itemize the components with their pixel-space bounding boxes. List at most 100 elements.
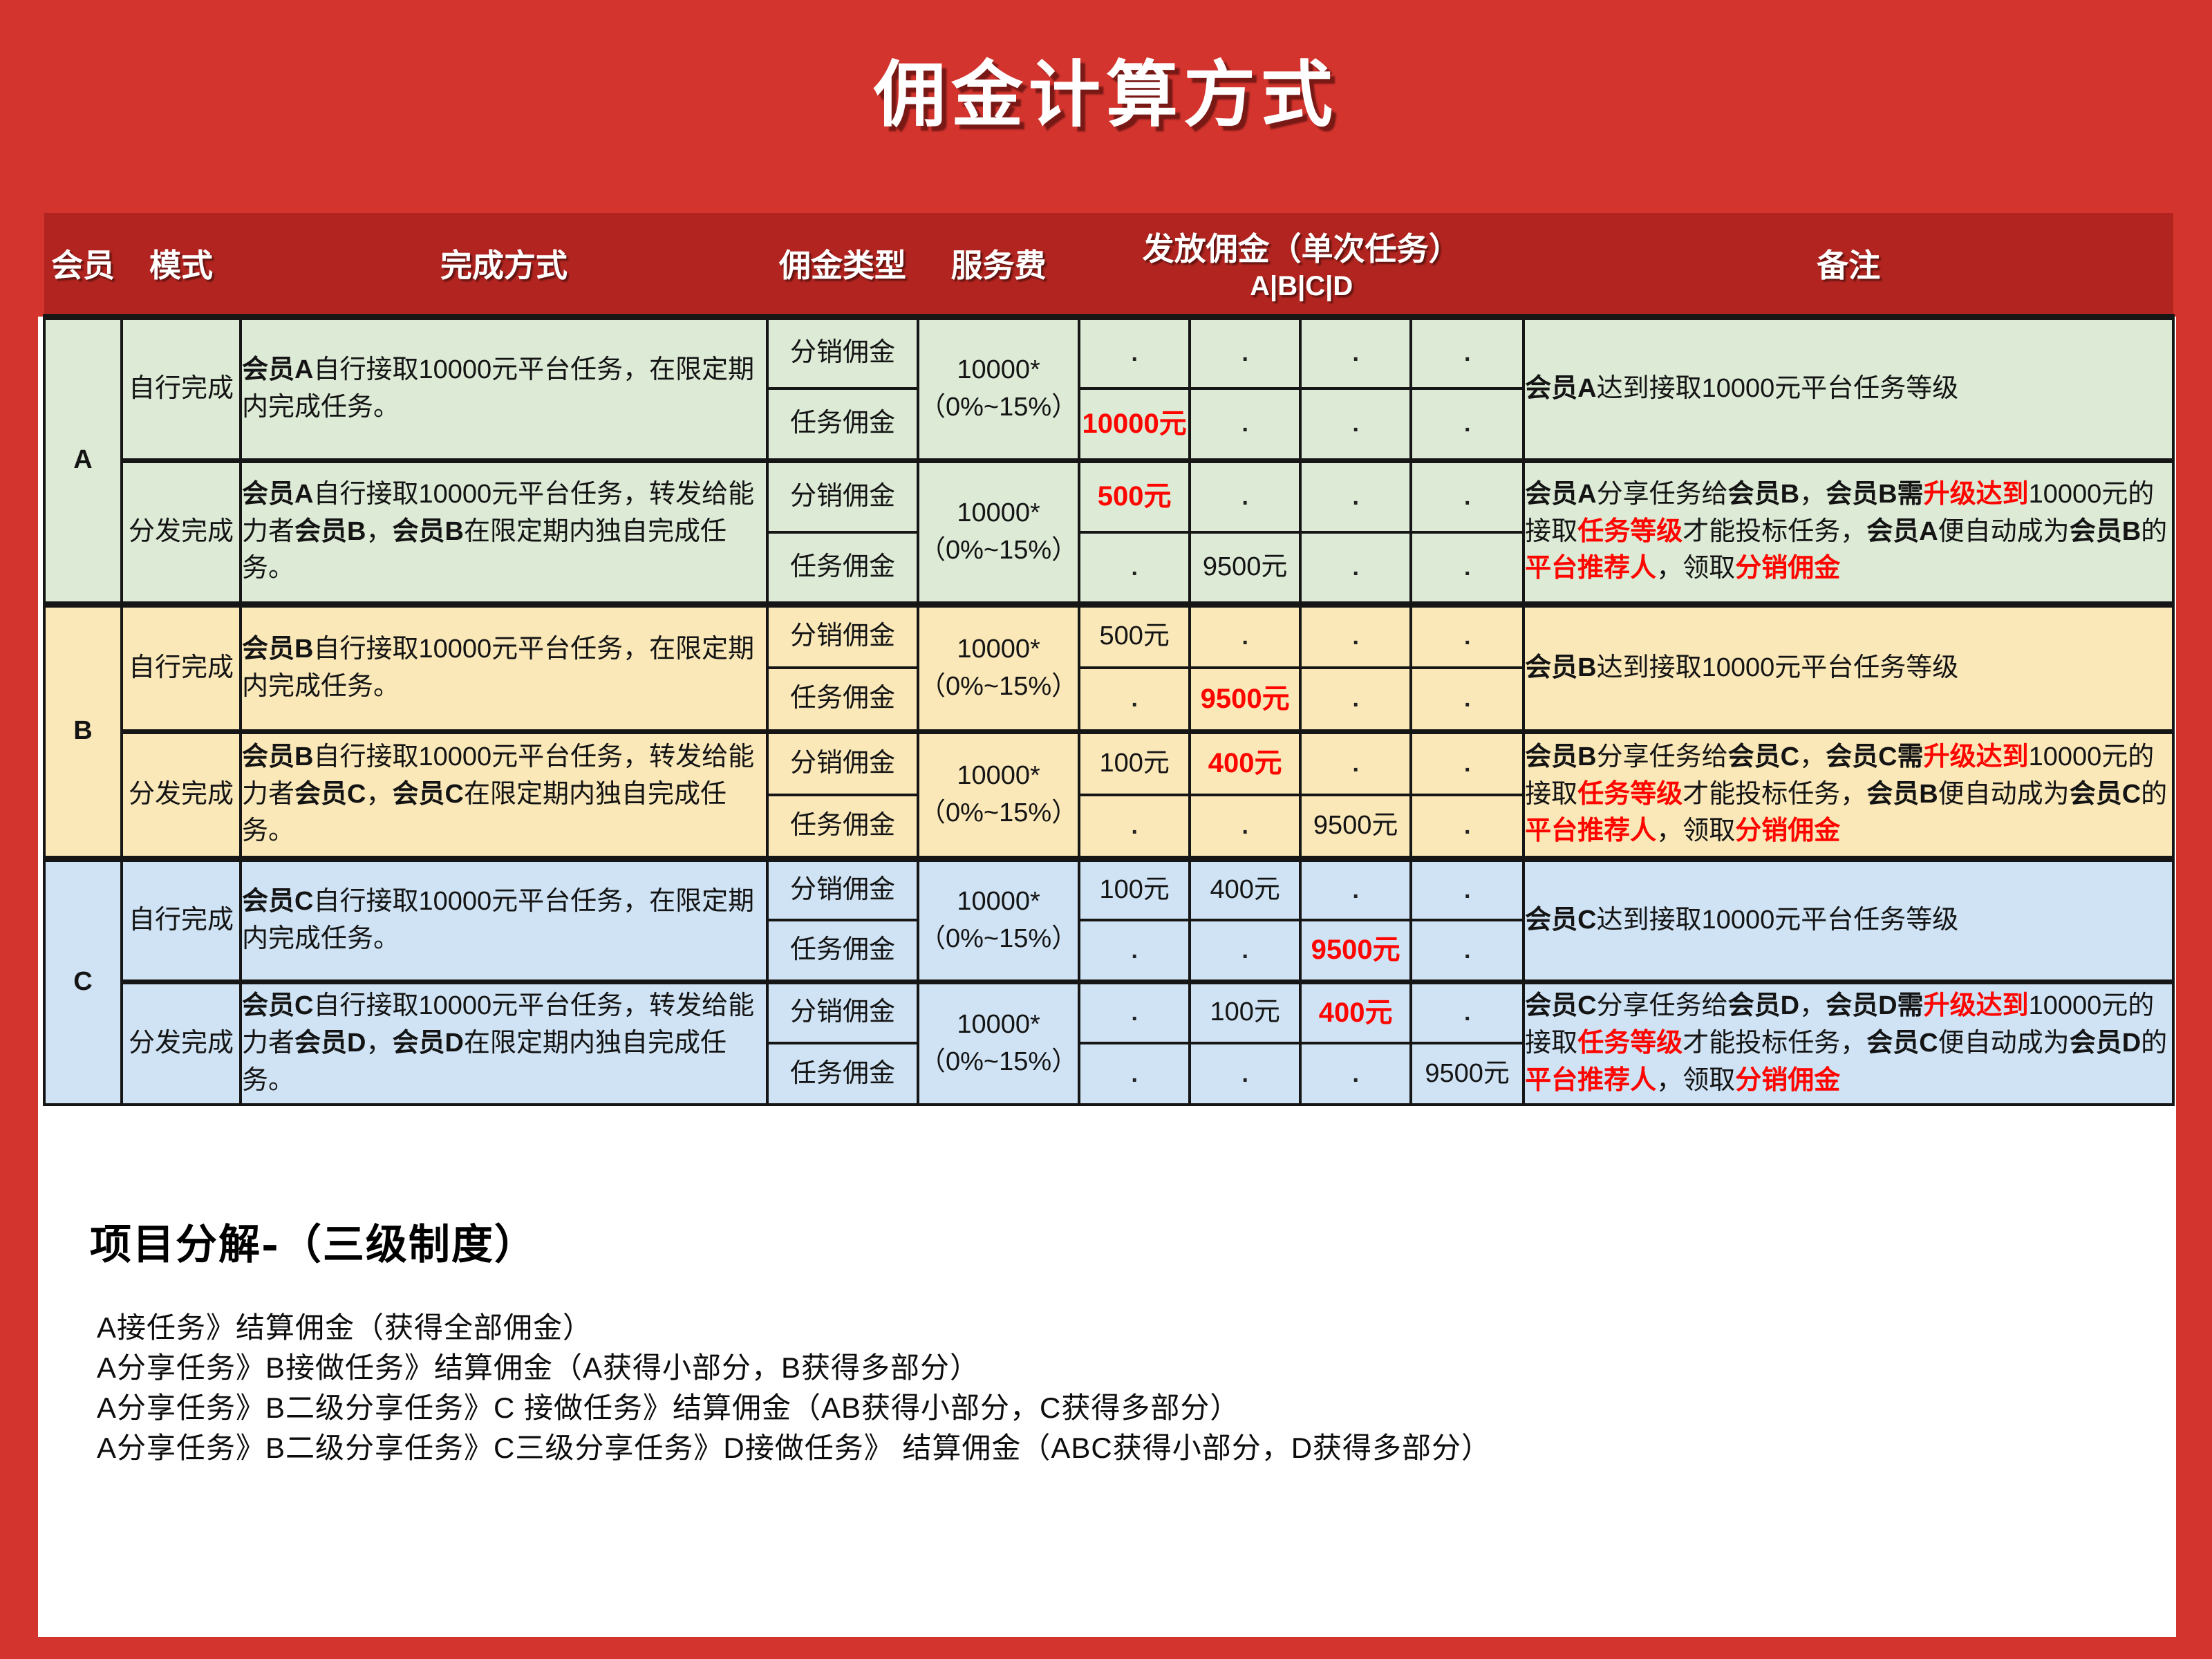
footer-heading: 项目分解-（三级制度） — [90, 1221, 537, 1269]
payout-value: 500元 — [1099, 621, 1170, 651]
text-run: 在限定期内独自完成任务。 — [242, 516, 727, 583]
payout-cell: . — [1188, 919, 1302, 983]
payout-cell: . — [1409, 458, 1526, 534]
text-run: 任务等级 — [1577, 1028, 1683, 1058]
commission-type-cell: 任务佣金 — [766, 794, 919, 860]
mode-cell: 分发完成 — [120, 979, 242, 1106]
commission-type-cell: 任务佣金 — [766, 666, 919, 733]
payout-cell: . — [1188, 794, 1302, 860]
payout-cell: . — [1299, 601, 1413, 669]
member-cell: A — [43, 313, 123, 606]
mode-cell: 自行完成 — [120, 313, 242, 462]
text-run: 10000元的接取 — [1525, 742, 2155, 809]
payout-value: . — [1352, 686, 1359, 713]
payout-cell: . — [1299, 1042, 1413, 1106]
commission-table: 会员 模式 完成方式 佣金类型 服务费 发放佣金（单次任务） A|B|C|D 备注 A 自行完成… — [43, 213, 2175, 1106]
payout-cell: . — [1409, 601, 1526, 669]
text-run: 会员C — [242, 886, 314, 916]
text-run: 的 — [2141, 779, 2168, 809]
payout-cell: 100元 — [1078, 729, 1192, 796]
text-run: ， — [366, 1028, 393, 1058]
payout-value: 9500元 — [1311, 935, 1400, 966]
payout-cell: . — [1188, 458, 1302, 534]
payout-value: . — [1463, 937, 1471, 964]
text-run: 达到接取10000元平台任务等级 — [1596, 653, 1959, 682]
service-fee-cell: 10000* （0%~15%） — [916, 458, 1081, 606]
payout-value: . — [1131, 1000, 1138, 1027]
payout-cell: . — [1409, 729, 1526, 796]
payout-cell: . — [1409, 387, 1526, 462]
payout-cell: 9500元 — [1188, 666, 1302, 733]
payout-cell: . — [1299, 729, 1413, 796]
payout-value: 9500元 — [1200, 683, 1290, 714]
payout-value: . — [1352, 877, 1359, 903]
text-run: 会员B — [1866, 779, 1938, 809]
text-run: 会员C需 — [1826, 742, 1924, 771]
payout-cell: . — [1299, 387, 1413, 462]
payout-cell: 500元 — [1078, 601, 1192, 669]
text-run: 会员C — [1525, 991, 1597, 1020]
header-cell-method: 完成方式 — [241, 213, 767, 317]
payout-cell: . — [1188, 313, 1302, 390]
text-run: 自行接取10000元平台任务，在限定期内完成任务。 — [242, 886, 755, 953]
payout-value: 400元 — [1210, 874, 1280, 904]
payout-value: . — [1241, 483, 1248, 510]
payout-value: 100元 — [1099, 874, 1170, 904]
payout-cell: . — [1299, 531, 1413, 606]
text-run: ，领取 — [1656, 816, 1736, 846]
commission-type-cell: 分销佣金 — [766, 313, 919, 390]
text-run: 会员B — [1727, 479, 1800, 509]
text-run: 自行接取10000元平台任务，在限定期内完成任务。 — [242, 355, 755, 422]
payout-cell: 500元 — [1078, 458, 1192, 534]
text-run: 会员A — [242, 479, 314, 509]
header-cell-payout: 发放佣金（单次任务） A|B|C|D — [1079, 213, 1524, 317]
payout-value: . — [1463, 877, 1471, 903]
text-run: 在限定期内独自完成任务。 — [242, 1028, 727, 1095]
text-run: 分销佣金 — [1735, 1065, 1841, 1095]
text-run: 升级达到 — [1923, 742, 2029, 771]
commission-type-cell: 分销佣金 — [766, 601, 919, 669]
payout-cell: . — [1299, 666, 1413, 733]
text-run: 自行接取10000元平台任务，转发给能力者 — [242, 991, 755, 1058]
text-run: 会员D需 — [1826, 991, 1924, 1020]
text-run: 平台推荐人 — [1525, 816, 1657, 846]
text-run: 会员A — [242, 355, 314, 384]
commission-type-cell: 分销佣金 — [766, 855, 919, 921]
payout-cell: . — [1078, 666, 1192, 733]
service-fee-line1: 10000* — [957, 355, 1040, 384]
text-run: 才能投标任务， — [1683, 1028, 1867, 1058]
service-fee-cell: 10000* （0%~15%） — [916, 729, 1081, 860]
text-run: 会员B — [392, 516, 464, 546]
payout-value: . — [1241, 411, 1248, 438]
payout-value: 10000元 — [1082, 408, 1187, 439]
payout-cell: . — [1078, 1042, 1192, 1106]
method-cell: 会员B自行接取10000元平台任务，在限定期内完成任务。 — [239, 601, 769, 733]
commission-type-cell: 任务佣金 — [766, 919, 919, 983]
text-run: 10000元的接取 — [1525, 479, 2155, 546]
text-run: 会员D — [1727, 991, 1800, 1020]
text-run: 会员C — [1727, 742, 1800, 771]
payout-cell: 400元 — [1188, 855, 1302, 921]
payout-value: 9500元 — [1313, 810, 1398, 840]
remark-cell: 会员C达到接取10000元平台任务等级 — [1522, 855, 2175, 983]
mode-cell: 分发完成 — [120, 729, 242, 860]
service-fee-line1: 10000* — [957, 1009, 1040, 1039]
page-title: 佣金计算方式 — [873, 52, 1338, 137]
payout-cell: . — [1409, 794, 1526, 860]
text-run: 自行接取10000元平台任务，在限定期内完成任务。 — [242, 634, 755, 701]
service-fee-line2: （0%~15%） — [919, 671, 1078, 701]
text-run: ，领取 — [1656, 1065, 1736, 1095]
text-run: 便自动成为 — [1938, 516, 2070, 546]
payout-value: . — [1131, 1060, 1138, 1087]
payout-cell: . — [1188, 387, 1302, 462]
payout-cell: . — [1409, 919, 1526, 983]
payout-value: . — [1463, 750, 1471, 777]
payout-header-line: 发放佣金（单次任务） — [1142, 231, 1461, 268]
text-run: ， — [1799, 742, 1826, 771]
payout-cell: 400元 — [1299, 979, 1413, 1044]
service-fee-cell: 10000* （0%~15%） — [916, 855, 1081, 983]
payout-value: . — [1241, 340, 1248, 367]
commission-type-cell: 任务佣金 — [766, 387, 919, 462]
mode-cell: 分发完成 — [120, 458, 242, 606]
payout-cell: 10000元 — [1078, 387, 1192, 462]
